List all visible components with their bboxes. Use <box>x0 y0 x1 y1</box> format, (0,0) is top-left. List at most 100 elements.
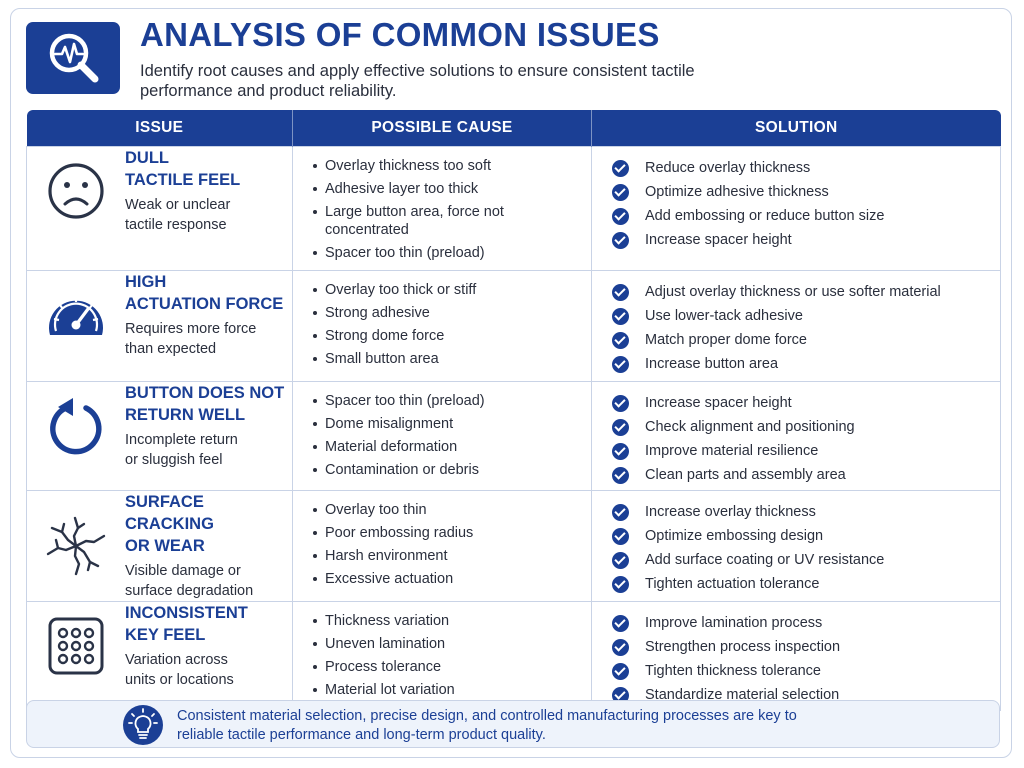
cause-cell: Overlay too thick or stiff Strong adhesi… <box>292 270 592 382</box>
column-header-solution: SOLUTION <box>591 110 1001 147</box>
issue-name-line: KEY FEEL <box>125 626 206 644</box>
cause-item: Dome misalignment <box>313 415 591 433</box>
issue-name-line: TACTILE FEEL <box>125 171 241 189</box>
cause-item: Spacer too thin (preload) <box>313 244 591 262</box>
gauge-icon <box>49 297 103 335</box>
issue-desc-line: Visible damage or <box>125 563 241 579</box>
issue-cell: BUTTON DOES NOT RETURN WELL Incomplete r… <box>26 381 293 491</box>
cause-item: Material lot variation <box>313 681 591 699</box>
check-icon <box>612 687 629 704</box>
issue-name-line: SURFACE CRACKING <box>125 493 214 533</box>
cause-cell: Spacer too thin (preload) Dome misalignm… <box>292 381 592 491</box>
check-icon <box>612 576 629 593</box>
check-icon <box>612 160 629 177</box>
issue-cell: DULL TACTILE FEEL Weak or unclear tactil… <box>26 146 293 271</box>
issue-name: INCONSISTENT KEY FEEL <box>125 602 292 646</box>
issue-name-line: OR WEAR <box>125 537 205 555</box>
issue-description: Weak or unclear tactile response <box>125 195 292 235</box>
check-icon <box>612 615 629 632</box>
solution-item: Increase spacer height <box>612 231 1000 250</box>
issue-desc-line: Weak or unclear <box>125 197 231 213</box>
issue-description: Variation across units or locations <box>125 650 292 690</box>
check-icon <box>612 308 629 325</box>
page-title: ANALYSIS OF COMMON ISSUES <box>140 16 660 53</box>
issue-cell: INCONSISTENT KEY FEEL Variation across u… <box>26 601 293 711</box>
issue-desc-line: Variation across <box>125 652 228 668</box>
lightbulb-icon <box>123 705 163 745</box>
issue-cell: SURFACE CRACKING OR WEAR Visible damage … <box>26 490 293 602</box>
check-icon <box>612 332 629 349</box>
issue-desc-line: Incomplete return <box>125 432 238 448</box>
solution-item: Reduce overlay thickness <box>612 159 1000 178</box>
issue-description: Visible damage or surface degradation <box>125 561 292 601</box>
crack-icon <box>46 516 106 576</box>
issue-desc-line: Requires more force <box>125 321 257 337</box>
solution-item: Improve material resilience <box>612 442 1000 461</box>
page-frame <box>10 8 1012 758</box>
solution-item: Improve lamination process <box>612 614 1000 633</box>
solution-item: Use lower-tack adhesive <box>612 307 1000 326</box>
table-row: HIGH ACTUATION FORCE Requires more force… <box>26 270 1001 382</box>
solution-item: Optimize adhesive thickness <box>612 183 1000 202</box>
solution-cell: Adjust overlay thickness or use softer m… <box>591 270 1001 382</box>
check-icon <box>612 419 629 436</box>
cause-item: Thickness variation <box>313 612 591 630</box>
cause-item: Adhesive layer too thick <box>313 180 591 198</box>
solution-cell: Increase overlay thickness Optimize embo… <box>591 490 1001 602</box>
return-arrow-icon <box>50 398 102 455</box>
issue-name: HIGH ACTUATION FORCE <box>125 271 292 315</box>
check-icon <box>612 504 629 521</box>
cause-item: Process tolerance <box>313 658 591 676</box>
cause-cell: Overlay too thin Poor embossing radius H… <box>292 490 592 602</box>
cause-item: Large button area, force not concentrate… <box>313 203 591 239</box>
cause-item: Overlay too thin <box>313 501 591 519</box>
issue-description: Requires more force than expected <box>125 319 292 359</box>
issue-name-line: DULL <box>125 149 169 167</box>
check-icon <box>612 467 629 484</box>
cause-item: Uneven lamination <box>313 635 591 653</box>
cause-cell: Overlay thickness too soft Adhesive laye… <box>292 146 592 271</box>
column-header-issue: ISSUE <box>26 110 293 147</box>
issue-name-line: INCONSISTENT <box>125 604 248 622</box>
check-icon <box>612 356 629 373</box>
check-icon <box>612 528 629 545</box>
check-icon <box>612 552 629 569</box>
cause-cell: Thickness variation Uneven lamination Pr… <box>292 601 592 711</box>
cause-item: Strong adhesive <box>313 304 591 322</box>
issue-name-line: HIGH <box>125 273 167 291</box>
page-subtitle: Identify root causes and apply effective… <box>140 62 695 100</box>
check-icon <box>612 284 629 301</box>
table-row: INCONSISTENT KEY FEEL Variation across u… <box>26 601 1001 711</box>
issue-name-line: BUTTON DOES NOT <box>125 384 285 402</box>
issue-name: BUTTON DOES NOT RETURN WELL <box>125 382 292 426</box>
solution-cell: Increase spacer height Check alignment a… <box>591 381 1001 491</box>
check-icon <box>612 232 629 249</box>
solution-item: Increase button area <box>612 355 1000 374</box>
footer-note: Consistent material selection, precise d… <box>26 700 1000 748</box>
cause-item: Spacer too thin (preload) <box>313 392 591 410</box>
issue-desc-line: than expected <box>125 341 217 357</box>
check-icon <box>612 208 629 225</box>
check-icon <box>612 639 629 656</box>
solution-item: Increase spacer height <box>612 394 1000 413</box>
cause-item: Poor embossing radius <box>313 524 591 542</box>
table-row: SURFACE CRACKING OR WEAR Visible damage … <box>26 490 1001 602</box>
cause-item: Overlay too thick or stiff <box>313 281 591 299</box>
analysis-logo <box>26 22 120 94</box>
issues-table: ISSUE POSSIBLE CAUSE SOLUTION <box>26 110 1001 711</box>
solution-item: Tighten thickness tolerance <box>612 662 1000 681</box>
cause-item: Strong dome force <box>313 327 591 345</box>
issue-desc-line: tactile response <box>125 217 227 233</box>
solution-item: Check alignment and positioning <box>612 418 1000 437</box>
issue-name-line: ACTUATION FORCE <box>125 295 284 313</box>
cause-item: Material deformation <box>313 438 591 456</box>
solution-item: Add surface coating or UV resistance <box>612 551 1000 570</box>
solution-item: Match proper dome force <box>612 331 1000 350</box>
solution-item: Optimize embossing design <box>612 527 1000 546</box>
issue-name: SURFACE CRACKING OR WEAR <box>125 491 292 557</box>
issue-description: Incomplete return or sluggish feel <box>125 430 292 470</box>
cause-item: Contamination or debris <box>313 461 591 479</box>
check-icon <box>612 184 629 201</box>
column-header-cause: POSSIBLE CAUSE <box>292 110 592 147</box>
check-icon <box>612 443 629 460</box>
